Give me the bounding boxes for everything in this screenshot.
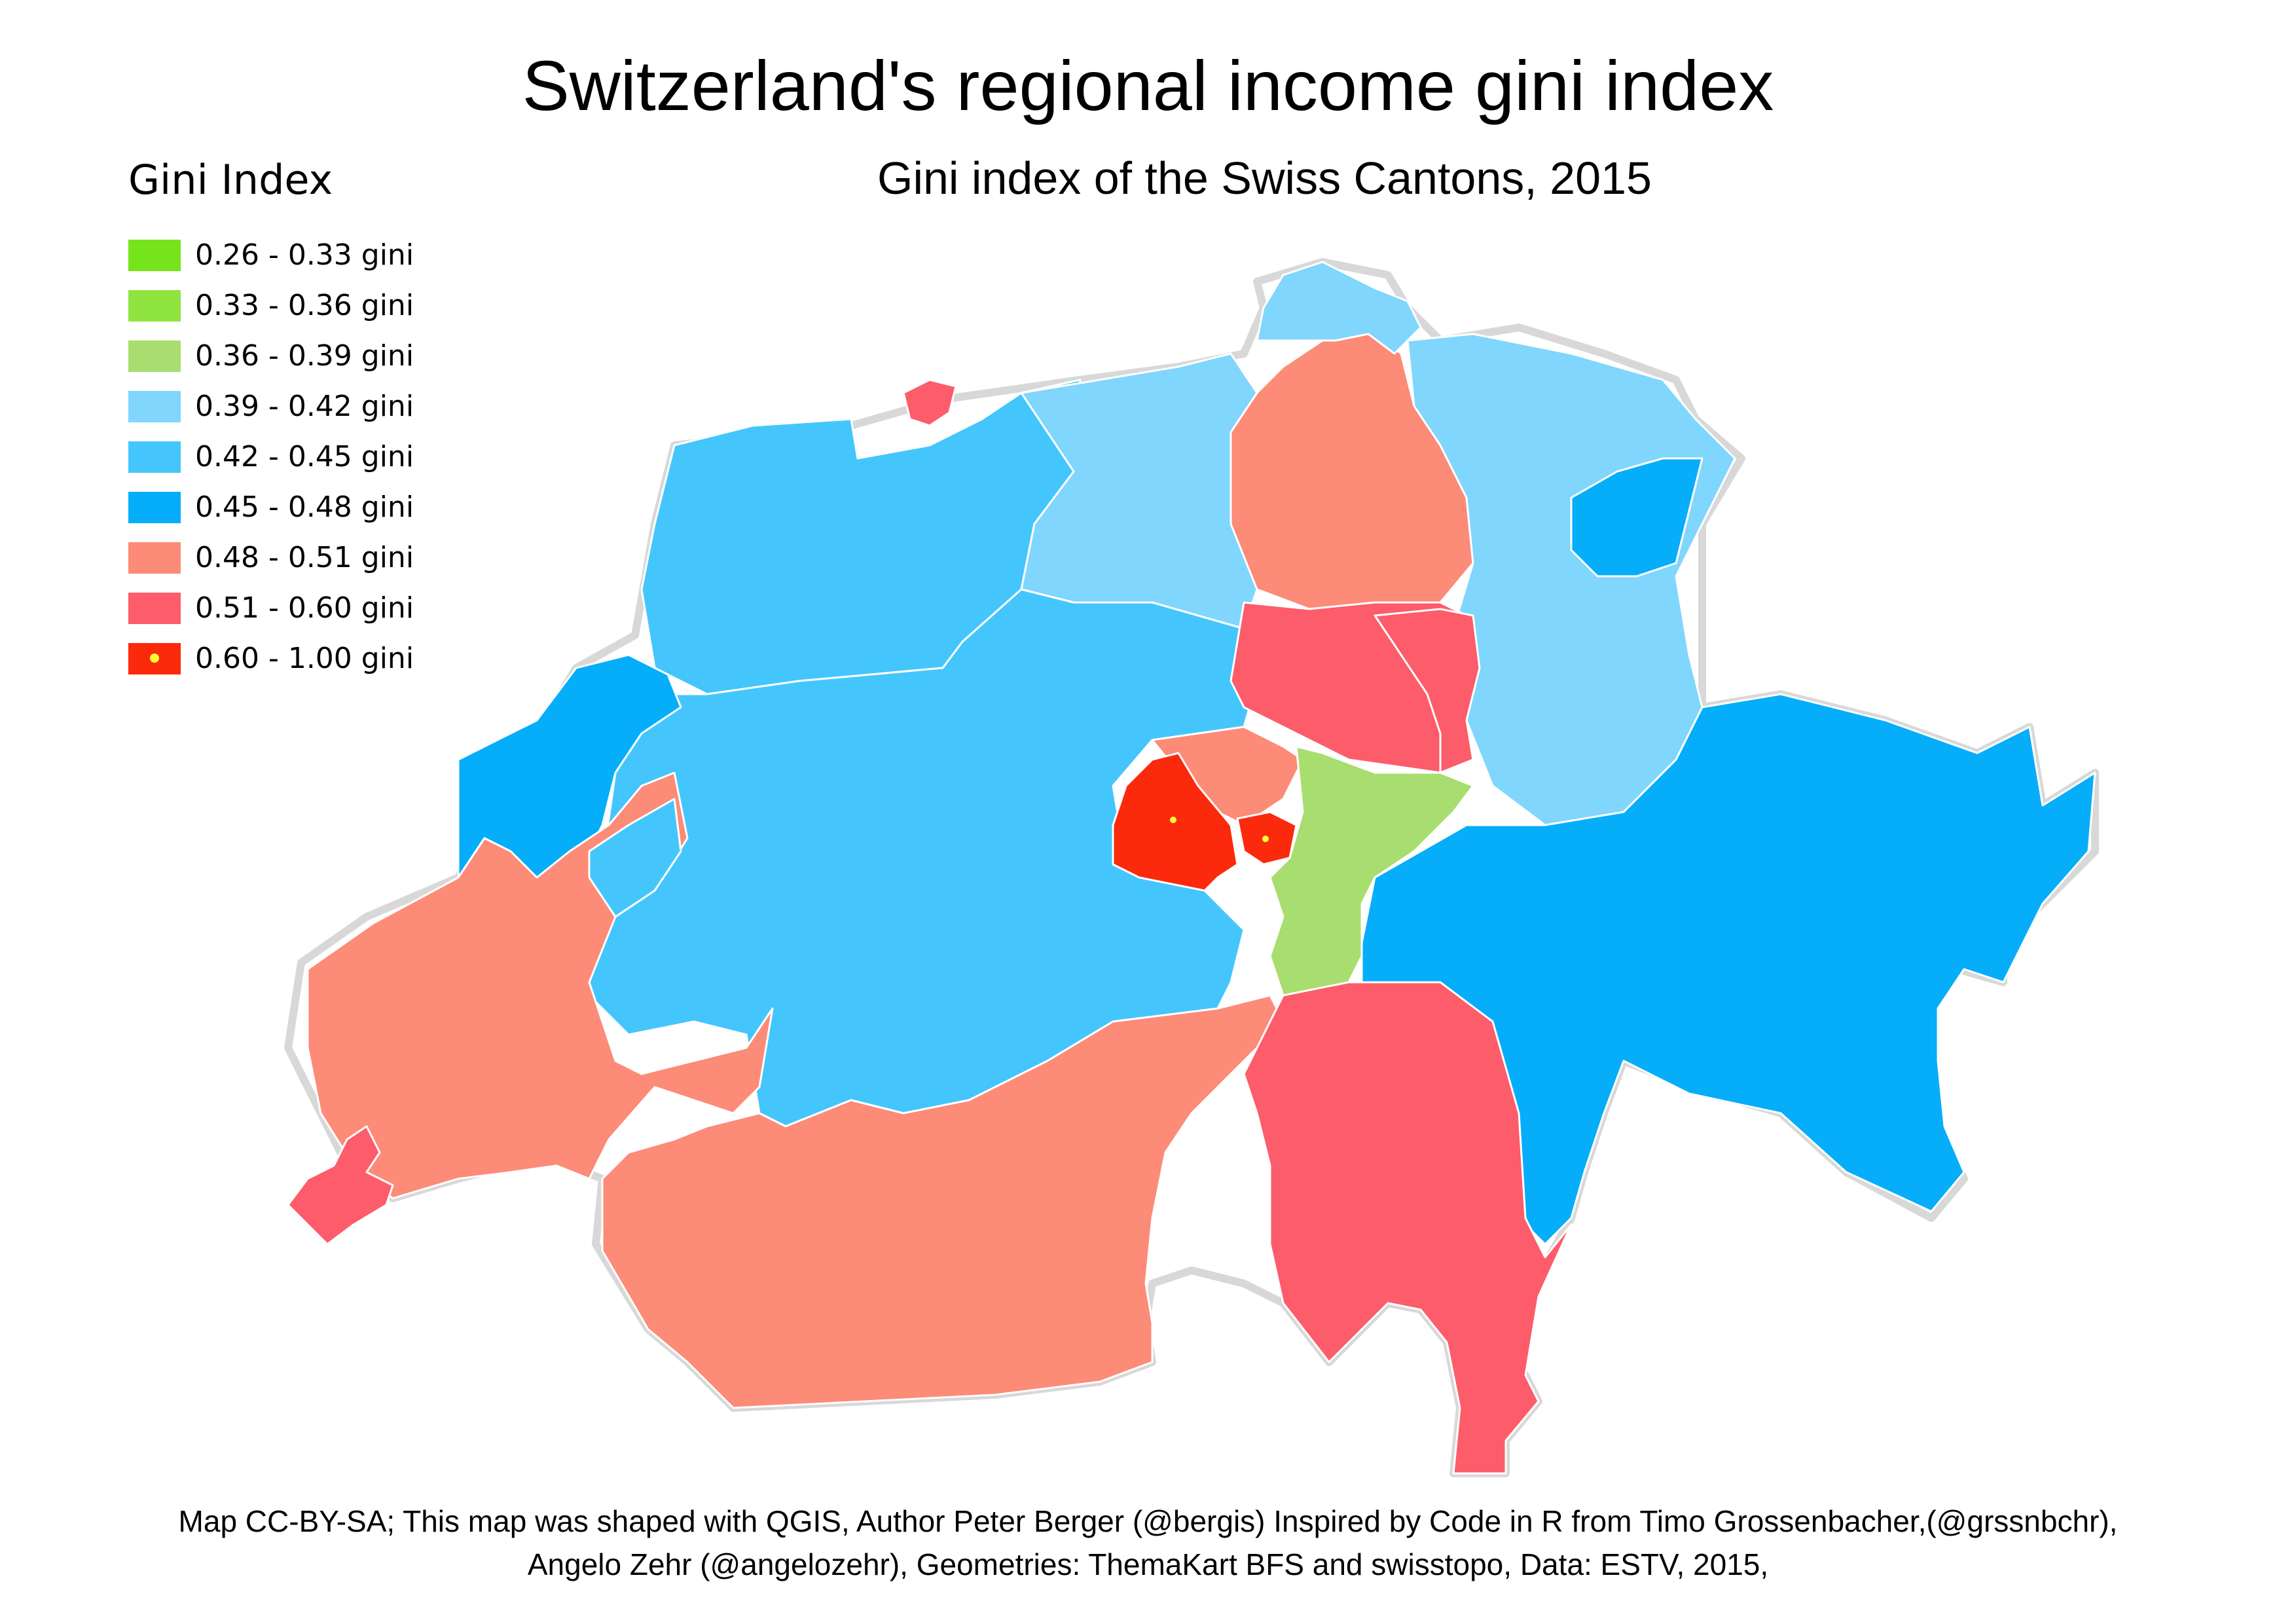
region-basel-stadt <box>902 378 957 427</box>
legend-label: 0.42 - 0.45 gini <box>195 440 414 473</box>
credits-line-2: Angelo Zehr (@angelozehr), Geometries: T… <box>527 1547 1769 1581</box>
region-schaffhausen <box>1256 261 1422 355</box>
legend-swatch <box>128 642 181 674</box>
legend-swatch <box>128 592 181 624</box>
map-title: Switzerland's regional income gini index <box>522 46 1774 125</box>
legend-label: 0.36 - 0.39 gini <box>195 339 414 373</box>
legend-marker-icon <box>150 653 159 663</box>
legend-swatch <box>128 542 181 574</box>
legend-title: Gini Index <box>128 156 333 204</box>
legend-item: 0.26 - 0.33 gini <box>128 230 414 280</box>
legend: Gini Index 0.26 - 0.33 gini 0.33 - 0.36 g… <box>128 156 414 684</box>
legend-item: 0.42 - 0.45 gini <box>128 432 414 482</box>
legend-label: 0.60 - 1.00 gini <box>195 642 414 675</box>
legend-label: 0.33 - 0.36 gini <box>195 289 414 322</box>
legend-item: 0.36 - 0.39 gini <box>128 331 414 381</box>
legend-swatch <box>128 441 181 473</box>
legend-item: 0.48 - 0.51 gini <box>128 532 414 583</box>
region-bern-central <box>562 588 1258 1128</box>
region-fribourg <box>588 798 682 918</box>
legend-swatch <box>128 289 181 322</box>
region-glarus <box>1374 608 1481 774</box>
credits-line-1: Map CC-BY-SA; This map was shaped with Q… <box>178 1504 2118 1538</box>
legend-items: 0.26 - 0.33 gini 0.33 - 0.36 gini 0.36 - 0… <box>128 230 414 684</box>
legend-swatch <box>128 390 181 422</box>
region-ticino <box>1243 981 1573 1475</box>
legend-swatch <box>128 491 181 523</box>
legend-swatch <box>128 239 181 271</box>
legend-label: 0.51 - 0.60 gini <box>195 591 414 625</box>
legend-item: 0.51 - 0.60 gini <box>128 583 414 633</box>
nidwalden-marker <box>1262 836 1269 842</box>
map-subtitle: Gini index of the Swiss Cantons, 2015 <box>877 153 1652 204</box>
obwalden-marker <box>1170 817 1176 823</box>
legend-swatch <box>128 340 181 372</box>
legend-item: 0.33 - 0.36 gini <box>128 280 414 331</box>
legend-label: 0.45 - 0.48 gini <box>195 490 414 524</box>
legend-item: 0.39 - 0.42 gini <box>128 381 414 432</box>
region-appenzell <box>1570 457 1704 578</box>
legend-item: 0.45 - 0.48 gini <box>128 482 414 532</box>
map-credits: Map CC-BY-SA; This map was shaped with Q… <box>0 1500 2296 1586</box>
legend-label: 0.39 - 0.42 gini <box>195 390 414 423</box>
region-geneva <box>287 1125 394 1246</box>
region-graubunden <box>1360 693 2096 1246</box>
region-valais <box>601 994 1285 1409</box>
legend-label: 0.48 - 0.51 gini <box>195 541 414 574</box>
legend-item: 0.60 - 1.00 gini <box>128 633 414 684</box>
legend-label: 0.26 - 0.33 gini <box>195 238 414 272</box>
